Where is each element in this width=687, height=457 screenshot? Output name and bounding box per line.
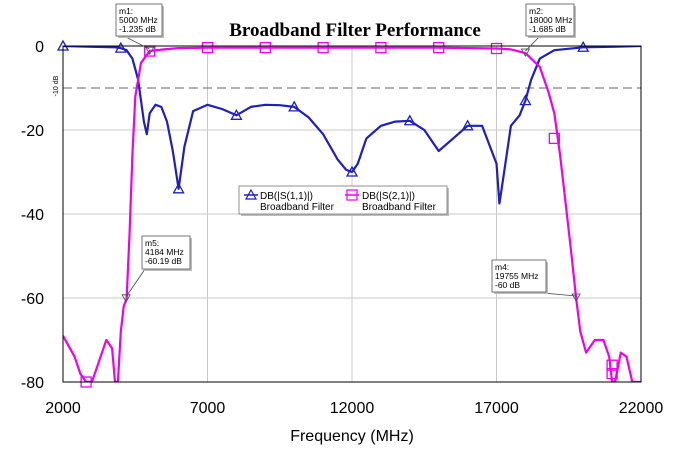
series-point-s21 <box>490 42 503 55</box>
series-point-s11 <box>577 40 590 52</box>
callout-leader <box>525 35 541 52</box>
series-point-s11 <box>230 108 243 120</box>
reference-line: -10 dB <box>53 75 641 96</box>
plot-border <box>62 45 642 383</box>
series-point-s21 <box>548 132 560 145</box>
series-line-2 <box>63 46 641 382</box>
callout-id: m4: <box>495 262 509 272</box>
callout-value: -1.235 dB <box>119 24 156 34</box>
legend-triangle-icon <box>244 188 258 200</box>
callout-box <box>141 235 191 270</box>
x-axis-label: Frequency (MHz) <box>290 428 414 445</box>
series-point-s21 <box>375 42 387 54</box>
callout-leader <box>125 268 146 298</box>
x-tick-label: 12000 <box>330 400 375 417</box>
series-point-s11 <box>345 165 359 177</box>
series-point-s11 <box>519 94 532 106</box>
series-point-s11 <box>114 41 127 53</box>
x-tick-label: 2000 <box>45 400 81 417</box>
callout-point <box>571 293 581 302</box>
callout-value: -1.685 dB <box>529 24 566 34</box>
x-tick-label: 22000 <box>619 400 664 417</box>
callout-frequency: 4184 MHz <box>145 247 184 257</box>
callout-id: m2: <box>529 6 543 16</box>
callout-frequency: 5000 MHz <box>119 15 158 25</box>
y-tick-label: -40 <box>21 207 44 224</box>
series-point-s11 <box>403 114 416 126</box>
series-layer <box>63 46 641 382</box>
reference-line-label: -10 dB <box>53 75 60 96</box>
marker-callouts: m1:5000 MHz-1.235 dB m2:18000 MHz-1.685 d… <box>115 3 581 303</box>
series-point-s11 <box>288 100 301 112</box>
chart-title: Broadband Filter Performance <box>229 20 481 41</box>
callout-box <box>115 3 163 37</box>
series-point-s21 <box>606 359 618 371</box>
callout-box <box>525 3 575 37</box>
y-tick-label: -60 <box>21 291 44 308</box>
callout-id: m1: <box>119 6 133 16</box>
legend: DB(|S(1,1)|)Broadband FilterDB(|S(2,1)|)… <box>238 185 449 216</box>
series-point-s11 <box>461 119 474 131</box>
y-tick-label: -80 <box>21 375 44 392</box>
legend-sublabel-s21: Broadband Filter <box>362 202 437 213</box>
y-tick-label: 0 <box>35 39 44 56</box>
callout-frequency: 18000 MHz <box>529 15 572 25</box>
series-point-s21 <box>317 42 329 54</box>
series-point-s21 <box>201 42 214 54</box>
y-tick-label: -20 <box>21 123 44 140</box>
series-point-s11 <box>172 182 185 194</box>
legend-sublabel-s11: Broadband Filter <box>260 202 335 213</box>
callout-frequency: 19755 MHz <box>495 271 538 281</box>
callout-value: -60.19 dB <box>145 256 182 266</box>
legend-square-icon <box>346 189 358 201</box>
series-line-1 <box>63 46 641 205</box>
x-tick-label: 17000 <box>474 400 519 417</box>
series-point-s21 <box>606 367 618 380</box>
callout-point <box>121 294 131 303</box>
callout-point <box>520 48 531 57</box>
series-point-s21 <box>259 42 271 54</box>
callout-point <box>145 46 155 55</box>
callout-id: m5: <box>145 238 159 248</box>
callout-value: -60 dB <box>495 280 520 290</box>
legend-box <box>238 185 448 215</box>
legend-label-s11: DB(|S(1,1)|) <box>260 191 313 202</box>
callout-box <box>491 259 547 293</box>
x-tick-label: 7000 <box>190 400 226 417</box>
series-point-s21 <box>433 42 445 54</box>
legend-label-s21: DB(|S(2,1)|) <box>362 191 415 202</box>
